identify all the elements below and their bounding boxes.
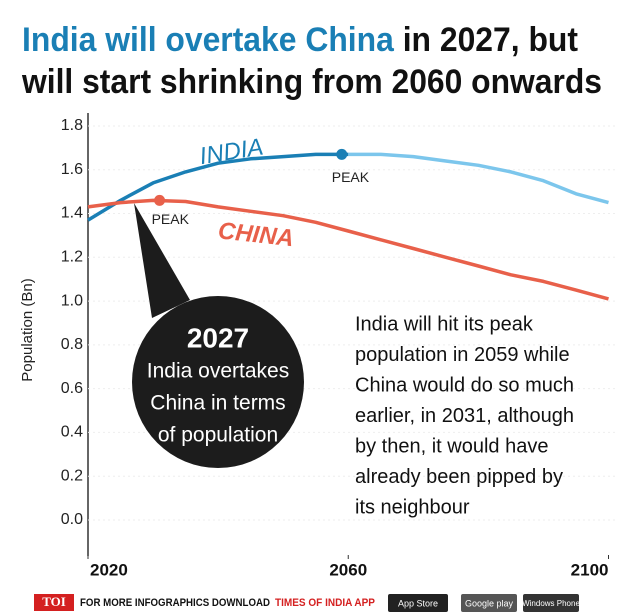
y-tick-label: 1.2	[61, 249, 83, 266]
y-tick-label: 1.4	[61, 205, 83, 222]
callout-pointer	[134, 203, 190, 318]
note: population in 2059 while	[355, 344, 570, 366]
badge[interactable]	[461, 594, 517, 612]
y-tick-label: 1.6	[61, 161, 83, 178]
y-tick-label: 0.8	[61, 336, 83, 353]
brand-box	[34, 594, 74, 611]
callout-year: 2027	[187, 322, 249, 353]
footer-text: FOR MORE INFOGRAPHICS DOWNLOAD	[80, 597, 270, 609]
badge-text: Windows Phone	[522, 599, 580, 608]
callout-text: China in terms	[150, 392, 285, 415]
badge[interactable]	[388, 594, 448, 612]
line	[87, 198, 609, 301]
badge-text: App Store	[398, 598, 438, 608]
line	[348, 152, 609, 205]
title-highlight: India will overtake China	[22, 21, 395, 59]
x-tick-label: 2020	[90, 560, 128, 579]
title-text	[394, 21, 403, 59]
x-tick-label: 2060	[329, 560, 367, 579]
y-tick-label: 0.2	[61, 467, 83, 484]
y-tick-label: 0.6	[61, 380, 83, 397]
note: its neighbour	[355, 496, 470, 518]
peak-label: PEAK	[332, 169, 370, 185]
y-tick-label: 0.0	[61, 511, 83, 528]
callout-text: India overtakes	[147, 360, 289, 383]
chart-title: India will overtake China in 2027, but	[22, 21, 578, 59]
note: by then, it would have	[355, 435, 548, 457]
note: China would do so much	[355, 374, 574, 396]
x-tick-label: 2100	[571, 560, 609, 579]
badge[interactable]	[523, 594, 579, 612]
note: already been pipped by	[355, 466, 563, 488]
footer-app: TIMES OF INDIA APP	[275, 597, 375, 609]
line	[87, 152, 349, 222]
y-tick-label: 1.0	[61, 292, 83, 309]
peak-dot	[336, 148, 348, 160]
badge-text: Google play	[465, 598, 514, 608]
note: India will hit its peak	[355, 313, 534, 335]
callout	[132, 296, 304, 468]
chart-title: will start shrinking from 2060 onwards	[21, 63, 602, 101]
y-tick-label: 1.8	[61, 117, 83, 134]
y-tick-label: 0.4	[61, 424, 83, 441]
callout-text: of population	[158, 424, 278, 447]
peak-dot	[154, 194, 166, 206]
peak-label: PEAK	[152, 211, 190, 227]
note: earlier, in 2031, although	[355, 405, 574, 427]
brand: TOI	[42, 594, 66, 609]
y-axis-label: Population (Bn)	[19, 278, 36, 381]
title-text: in 2027, but	[403, 21, 578, 59]
